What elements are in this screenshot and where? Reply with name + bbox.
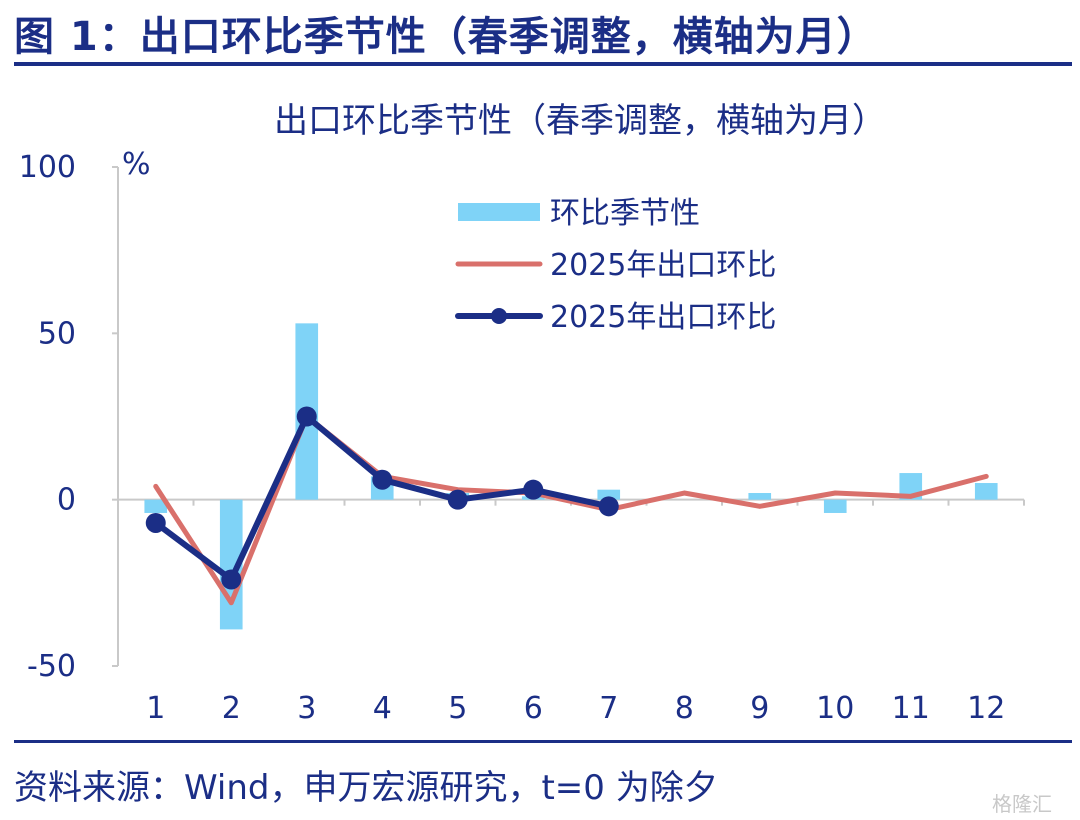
- bar: [748, 493, 772, 500]
- x-tick-label: 1: [146, 691, 165, 726]
- data-point: [523, 479, 544, 500]
- data-point: [598, 496, 619, 517]
- x-tick-label: 7: [599, 691, 618, 726]
- x-tick-label: 10: [816, 691, 854, 726]
- x-tick-label: 12: [967, 691, 1005, 726]
- y-unit-label: %: [122, 147, 151, 182]
- x-tick-label: 3: [297, 691, 316, 726]
- x-tick-label: 5: [448, 691, 467, 726]
- figure-title: 图 1：出口环比季节性（春季调整，横轴为月）: [14, 14, 878, 60]
- watermark: 格隆汇: [992, 792, 1052, 816]
- series-line: [153, 414, 989, 606]
- bar: [974, 483, 998, 500]
- bar: [823, 499, 847, 513]
- y-tick-label: 100: [19, 150, 76, 185]
- bar: [597, 489, 621, 500]
- data-point: [372, 469, 393, 490]
- y-tick-label: -50: [27, 649, 76, 684]
- x-tick-label: 11: [892, 691, 930, 726]
- data-point: [447, 489, 468, 510]
- source-note: 资料来源：Wind，申万宏源研究，t=0 为除夕: [14, 768, 718, 808]
- legend-label: 环比季节性: [550, 196, 700, 231]
- data-point: [145, 512, 166, 533]
- legend-marker: [491, 308, 507, 324]
- x-tick-label: 4: [373, 691, 392, 726]
- x-tick-label: 6: [524, 691, 543, 726]
- x-tick-label: 8: [675, 691, 694, 726]
- y-tick-label: 50: [38, 316, 76, 351]
- chart-title: 出口环比季节性（春季调整，横轴为月）: [274, 101, 886, 141]
- legend-label: 2025年出口环比: [550, 248, 776, 283]
- source-rule: [14, 740, 1072, 743]
- data-point: [221, 569, 242, 590]
- x-tick-label: 2: [222, 691, 241, 726]
- legend-label: 2025年出口环比: [550, 300, 776, 335]
- data-point: [296, 406, 317, 427]
- legend-swatch: [458, 203, 540, 221]
- x-tick-label: 9: [750, 691, 769, 726]
- y-tick-label: 0: [57, 483, 76, 518]
- bar: [144, 499, 168, 513]
- title-rule: [14, 62, 1072, 66]
